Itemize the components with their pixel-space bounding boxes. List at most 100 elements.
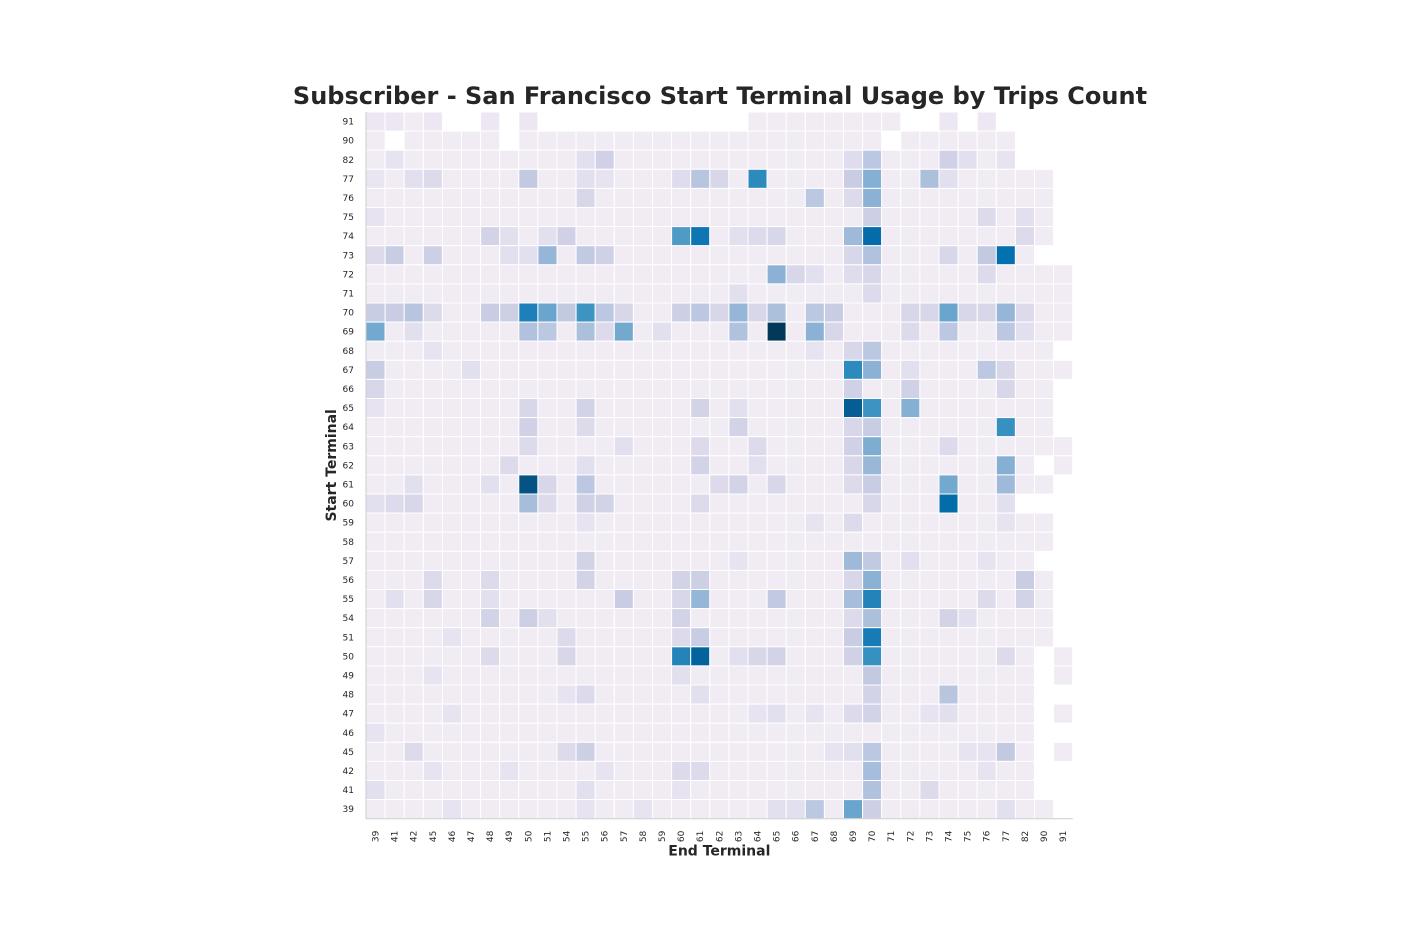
heatmap-cell [785,283,806,304]
heatmap-cell [957,321,978,342]
heatmap-cell [728,474,749,495]
heatmap-cell [1014,474,1036,495]
heatmap-cell [919,264,940,285]
heatmap-cell [862,608,883,629]
heatmap-cell [461,283,482,304]
heatmap-cell [881,703,902,724]
heatmap-cell [995,741,1016,762]
heatmap-cell [1053,436,1074,457]
heatmap-cell [403,722,424,743]
heatmap-cell [709,130,730,151]
heatmap-cell [384,493,405,514]
heatmap-cell [900,340,921,361]
heatmap-cell [862,760,883,782]
heatmap-cell [823,799,845,820]
heatmap-cell [728,283,749,304]
heatmap-cell [441,187,462,208]
y-tick-label: 76 [343,194,355,204]
heatmap-cell [690,245,711,266]
heatmap-cell [862,569,883,591]
heatmap-cell [995,608,1016,629]
heatmap-cell [804,512,825,533]
heatmap-cell [919,455,940,476]
heatmap-cell [919,627,940,648]
heatmap-cell [976,627,997,648]
heatmap-cell [594,550,615,571]
heatmap-cell [461,760,482,782]
heatmap-cell [938,531,959,552]
heatmap-cell [365,436,386,457]
y-tick-labels: 91 90 82 77 76 75 74 73 72 71 70 69 68 67 66 65 64 63 62 61… [343,118,355,816]
heatmap-cell [671,550,692,571]
heatmap-cell [518,760,539,782]
heatmap-cell [575,512,596,533]
heatmap-cell [537,149,558,170]
heatmap-cell [690,187,711,208]
heatmap-cell [403,168,424,189]
heatmap-cell [1034,226,1055,247]
heatmap-cell [938,187,959,208]
heatmap-cell [461,149,482,170]
heatmap-cell [537,226,558,247]
heatmap-cell [709,684,730,705]
heatmap-cell [422,608,443,629]
heatmap-cell [709,226,730,247]
heatmap-cell [976,245,997,266]
heatmap-cell [957,417,978,438]
heatmap-cell [632,226,654,247]
x-tick-label: 62 [715,831,725,842]
heatmap-cell [900,455,921,476]
heatmap-cell [1034,302,1055,323]
heatmap-cell [365,245,386,266]
heatmap-cell [594,378,615,399]
heatmap-cell [575,398,596,419]
heatmap-cell [900,493,921,514]
heatmap-cell [1014,799,1036,820]
heatmap-cell [900,187,921,208]
heatmap-cell [365,550,386,571]
heatmap-cell [823,417,845,438]
heatmap-cell [594,703,615,724]
heatmap-cell [613,531,634,552]
heatmap-cell [422,321,443,342]
heatmap-cell [919,226,940,247]
heatmap-cell [804,264,825,285]
heatmap-cell [365,226,386,247]
heatmap-cell [804,283,825,304]
heatmap-cell [804,130,825,151]
heatmap-cell [766,780,787,801]
heatmap-cell [384,665,405,686]
heatmap-cell [690,646,711,667]
heatmap-cell [1053,665,1074,686]
heatmap-cell [613,512,634,533]
y-tick-label: 58 [343,538,355,548]
heatmap-cell [632,531,654,552]
y-tick-label: 73 [343,251,354,261]
heatmap-cell [690,684,711,705]
heatmap-cell [709,207,730,228]
heatmap-cell [365,760,386,782]
heatmap-cell [938,283,959,304]
heatmap-cell [843,149,864,170]
x-tick-label: 49 [505,830,515,842]
heatmap-cell [613,665,634,686]
heatmap-cell [480,168,501,189]
heatmap-cell [804,340,825,361]
heatmap-cell [652,474,673,495]
heatmap-cell [709,608,730,629]
heatmap-cell [804,799,825,820]
heatmap-cell [518,264,539,285]
heatmap-cell [976,130,997,151]
heatmap-cell [594,684,615,705]
heatmap-cell [632,168,654,189]
heatmap-cell [957,493,978,514]
heatmap-cell [747,417,768,438]
heatmap-cell [881,245,902,266]
heatmap-cell [881,436,902,457]
heatmap-cell [919,512,940,533]
heatmap-cell [480,359,501,380]
x-tick-label: 61 [696,831,706,842]
heatmap-cell [652,207,673,228]
heatmap-cell [499,550,520,571]
heatmap-cell [881,398,902,419]
